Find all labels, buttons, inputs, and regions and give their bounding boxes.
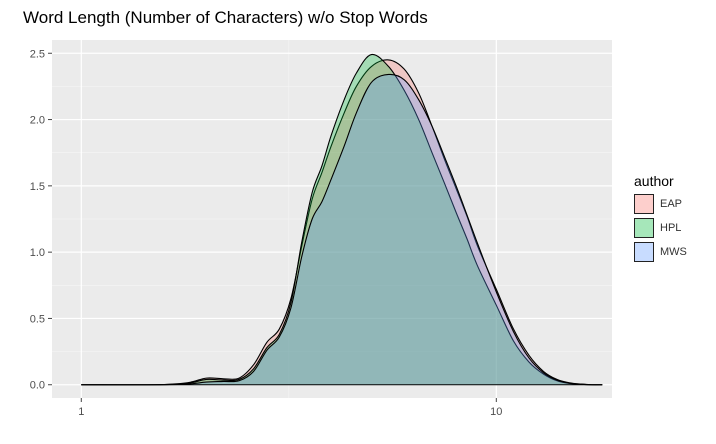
- density-area-eap: [81, 59, 603, 385]
- legend-label-eap: EAP: [660, 198, 683, 210]
- series-layer: [81, 53, 603, 386]
- y-tick-label: 1.5: [30, 181, 45, 193]
- legend-title: author: [634, 173, 674, 189]
- legend-key-mws: [634, 242, 654, 262]
- x-tick-label: 1: [78, 406, 84, 418]
- legend-key-eap: [634, 194, 654, 214]
- legend-label-mws: MWS: [660, 246, 687, 258]
- legend-label-hpl: HPL: [660, 222, 682, 234]
- chart-title: Word Length (Number of Characters) w/o S…: [23, 8, 428, 27]
- density-area-hpl: [81, 54, 603, 385]
- x-tick-label: 10: [490, 406, 502, 418]
- legend: author EAP HPL MWS: [634, 173, 687, 264]
- density-area-mws: [81, 74, 603, 385]
- grid-minor: [52, 40, 612, 398]
- y-tick-label: 2.5: [30, 48, 45, 60]
- density-line-eap: [81, 59, 603, 386]
- axis-layer: 0.0 0.5 1.0 1.5 2.0 2.5 1 10: [30, 48, 503, 418]
- legend-item-mws: MWS: [634, 240, 687, 264]
- y-tick-label: 2.0: [30, 115, 45, 127]
- legend-item-eap: EAP: [634, 192, 687, 216]
- y-tick-label: 0.5: [30, 313, 45, 325]
- y-tick-label: 1.0: [30, 247, 45, 259]
- legend-key-hpl: [634, 218, 654, 238]
- legend-item-hpl: HPL: [634, 216, 687, 240]
- density-line-mws: [81, 73, 603, 386]
- y-tick-label: 0.0: [30, 380, 45, 392]
- density-line-hpl: [81, 53, 603, 386]
